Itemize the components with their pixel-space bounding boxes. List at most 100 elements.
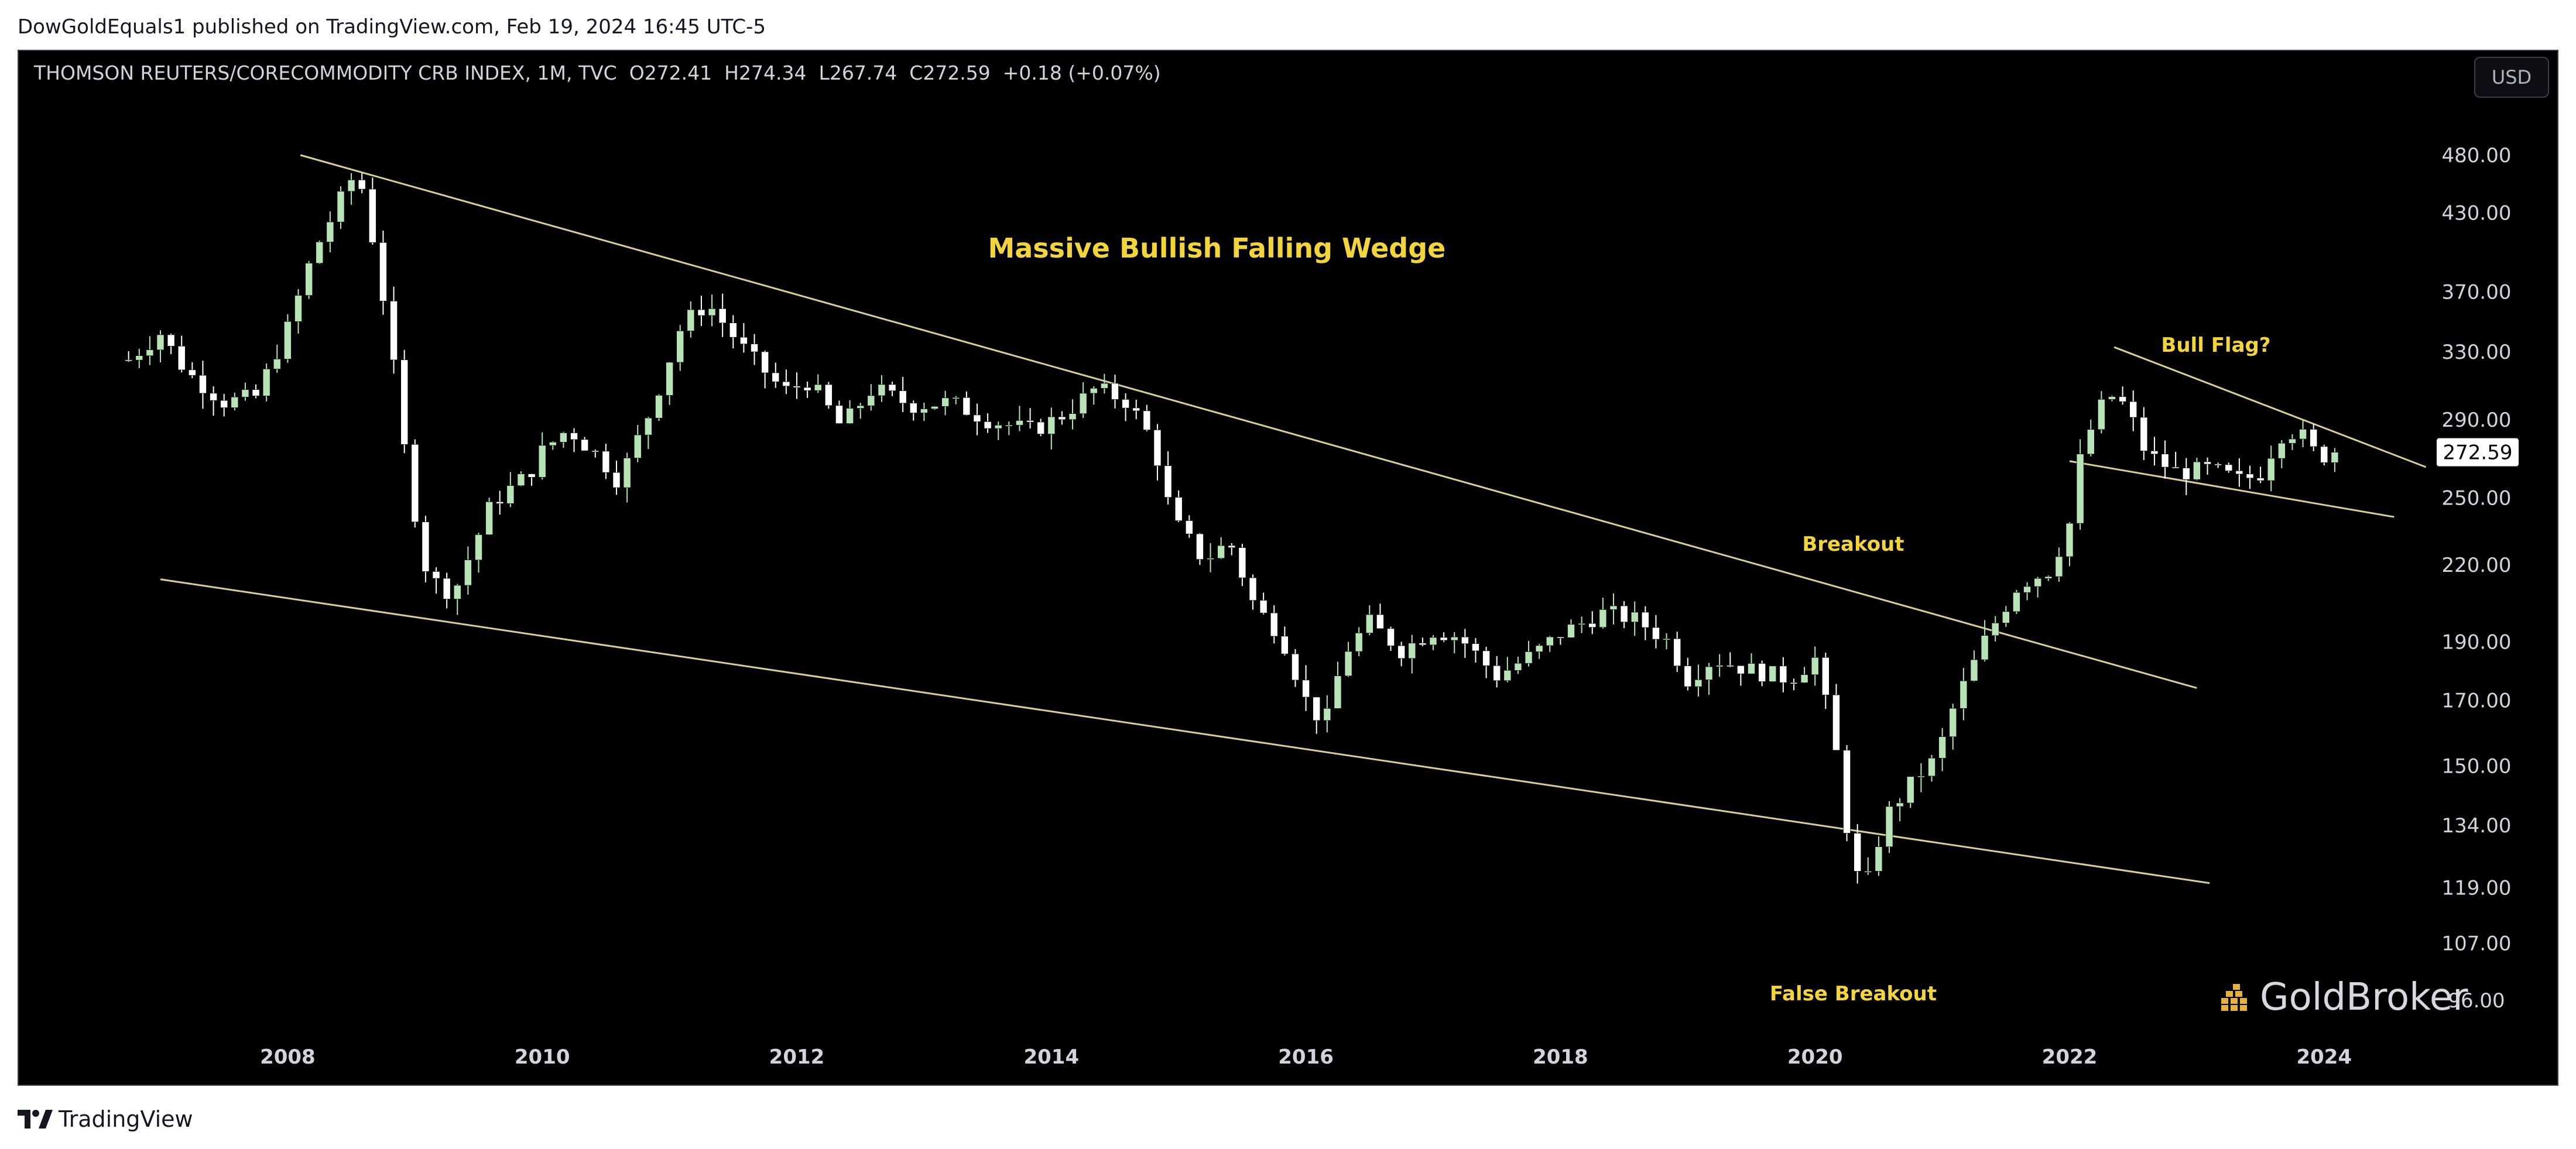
candle (2098, 391, 2105, 434)
candle-body (2044, 576, 2053, 579)
candle (1281, 626, 1289, 656)
candle-body (1557, 636, 1564, 639)
y-tick-label: 290.00 (2442, 409, 2512, 432)
candle-body (1875, 846, 1883, 872)
candle-body (1779, 666, 1787, 683)
candle-body (1153, 430, 1162, 466)
candle-body (1535, 645, 1543, 652)
candle (1186, 515, 1193, 538)
currency-button[interactable]: USD (2474, 57, 2549, 98)
candle-body (1419, 643, 1427, 646)
candle (549, 441, 557, 450)
candle-body (422, 522, 430, 572)
candle (1450, 632, 1458, 654)
candle-body (708, 308, 716, 316)
y-tick-label: 107.00 (2442, 932, 2512, 956)
candle-body (1238, 547, 1246, 578)
candle-body (687, 309, 695, 331)
x-tick-label: 2022 (2042, 1045, 2098, 1069)
x-tick-label: 2008 (260, 1045, 316, 1069)
candle-body (612, 472, 621, 488)
candle (2140, 407, 2148, 461)
candle (1482, 647, 1490, 678)
candle (1737, 665, 1745, 686)
candle-body (1387, 628, 1395, 646)
candle-body (1429, 637, 1437, 646)
candle (2055, 547, 2063, 582)
candle-body (2214, 464, 2222, 466)
trendline-flag-lower (2069, 460, 2395, 518)
candle (803, 382, 811, 398)
candle (1715, 654, 1724, 677)
candle-body (729, 323, 737, 338)
candle (1588, 611, 1597, 634)
candle (581, 437, 588, 451)
chart-panel[interactable]: 480.00 430.00 370.00 330.00 290.00 250.00 220.… (18, 50, 2558, 1086)
candle (1642, 606, 1649, 640)
candle-body (1408, 643, 1416, 659)
candle-body (1885, 806, 1893, 847)
price-chart[interactable]: 480.00 430.00 370.00 330.00 290.00 250.00 220.… (19, 51, 2557, 1085)
y-tick-label: 220.00 (2442, 554, 2512, 577)
candle-body (1928, 757, 1936, 777)
candle (2267, 445, 2275, 492)
candle (1174, 490, 1183, 522)
candle-body (697, 309, 705, 316)
candle-body (485, 502, 493, 535)
candle (782, 369, 790, 395)
candle (125, 351, 132, 362)
candle (1503, 657, 1512, 682)
y-tick-label: 430.00 (2442, 202, 2512, 225)
candle (1917, 763, 1925, 793)
candle-body (305, 263, 313, 296)
candle-body (952, 397, 960, 399)
candle (2013, 589, 2020, 614)
candle (1270, 605, 1278, 644)
candle (1832, 684, 1840, 751)
candle (400, 349, 408, 454)
candle (1079, 382, 1087, 419)
candle-body (1800, 674, 1808, 683)
candle-body (1344, 651, 1352, 677)
candle (1981, 620, 1989, 662)
candle (1249, 574, 1257, 610)
y-tick-label: 250.00 (2442, 486, 2512, 510)
tradingview-brand[interactable]: TradingView (18, 1106, 193, 1132)
candle (645, 417, 652, 450)
candle-body (909, 403, 917, 413)
candle-body (962, 397, 971, 416)
candle-body (252, 389, 260, 396)
candle-body (262, 369, 270, 396)
ohlc-change: +0.18 (+0.07%) (1002, 61, 1161, 84)
candle (453, 584, 461, 615)
candle-body (1016, 420, 1023, 426)
candle (1854, 824, 1861, 884)
symbol-legend: THOMSON REUTERS/CORECOMMODITY CRB INDEX,… (34, 61, 1161, 84)
candle-body (1005, 424, 1013, 427)
ohlc-low: L267.74 (818, 61, 898, 84)
candle (1461, 629, 1469, 658)
candle (2225, 462, 2233, 473)
candle (1928, 754, 1936, 782)
price-axis: 480.00 430.00 370.00 330.00 290.00 250.00 220.… (2442, 144, 2512, 1013)
candle-body (591, 450, 600, 452)
candle (1864, 857, 1872, 875)
candle-body (496, 502, 504, 504)
candle-body (411, 444, 419, 522)
candle-body (2087, 429, 2095, 455)
ohlc-open: O272.41 (629, 61, 712, 84)
candle (305, 261, 313, 299)
candle (156, 330, 165, 362)
trendline-wedge-upper (300, 154, 2197, 689)
candle (1440, 632, 1448, 642)
candle-body (994, 425, 1002, 429)
candle-body (899, 390, 907, 404)
candle-body (432, 571, 440, 579)
candle-body (1323, 708, 1331, 721)
candle (793, 372, 801, 399)
candle-body (1514, 663, 1522, 671)
candle (1705, 663, 1713, 695)
candle-body (347, 180, 355, 192)
candle (1684, 657, 1692, 691)
candle (294, 289, 302, 334)
